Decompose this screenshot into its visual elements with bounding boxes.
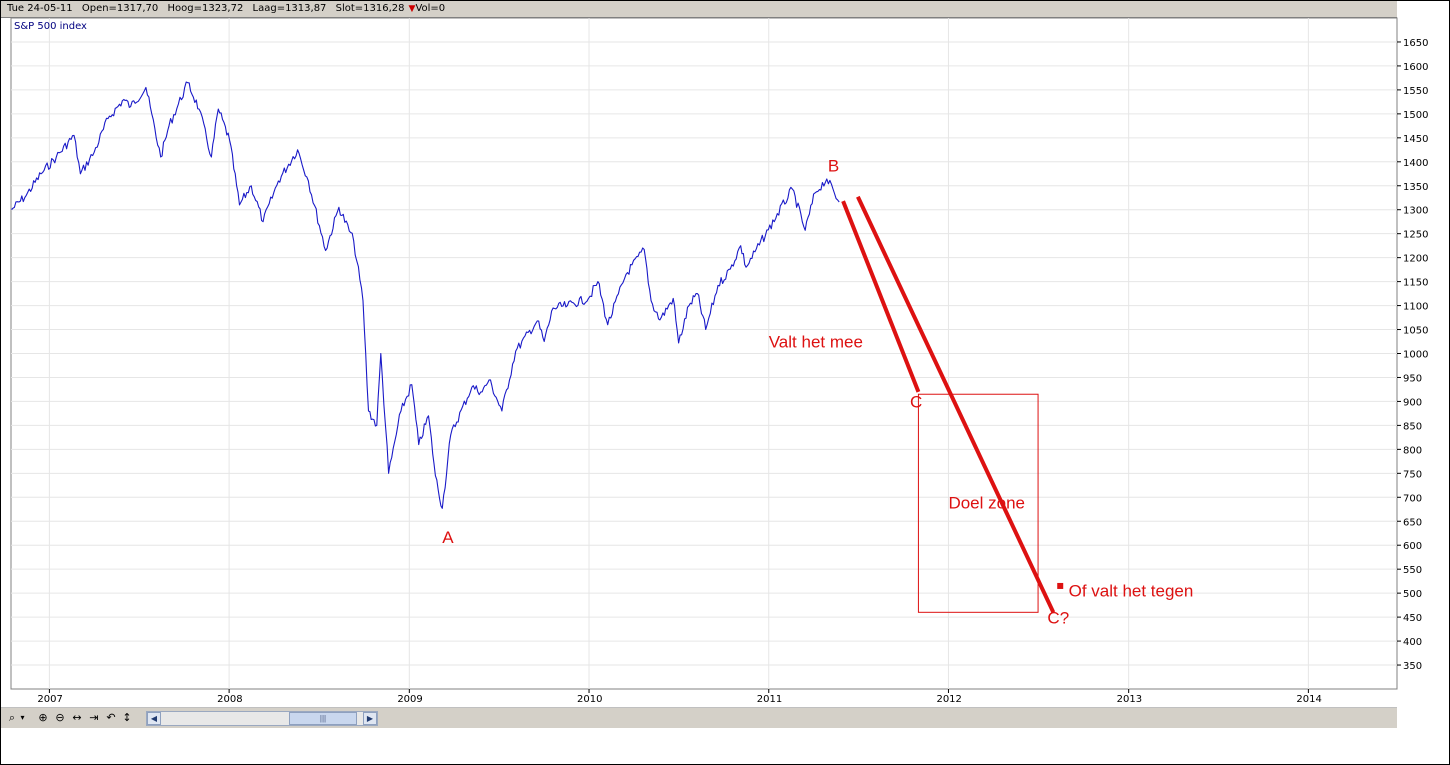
- pan-horizontal-icon[interactable]: ↔: [72, 711, 82, 724]
- dropdown-arrow-icon[interactable]: ▾: [20, 713, 25, 722]
- annotation-label: Of valt het tegen: [1069, 581, 1194, 600]
- y-tick-label: 500: [1403, 589, 1422, 600]
- y-tick-label: 800: [1403, 445, 1422, 456]
- y-tick-label: 1200: [1403, 254, 1428, 265]
- info-volume: Vol=0: [415, 3, 446, 14]
- y-tick-label: 1650: [1403, 38, 1428, 49]
- y-tick-label: 400: [1403, 637, 1422, 648]
- y-tick-label: 1500: [1403, 110, 1428, 121]
- x-tick-label: 2009: [397, 694, 422, 705]
- info-low: Laag=1313,87: [252, 3, 327, 14]
- x-tick-label: 2013: [1117, 694, 1142, 705]
- sp500-price-line: [11, 81, 840, 509]
- info-high: Hoog=1323,72: [167, 3, 244, 14]
- x-tick-label: 2010: [577, 694, 602, 705]
- price-axis-panel: [1398, 1, 1449, 707]
- volume-down-marker-icon: ▼: [408, 4, 416, 14]
- ohlc-info-bar: Tue 24-05-11 Open=1317,70 Hoog=1323,72 L…: [1, 1, 1397, 18]
- chart-title: S&P 500 index: [14, 21, 87, 32]
- chart-svg[interactable]: 350 400 450 500 550 600 650 700 750 800 850 900 950 1…: [1, 1, 1449, 707]
- x-tick-label: 2011: [757, 694, 782, 705]
- y-tick-label: 1000: [1403, 350, 1428, 361]
- marker-point: [1057, 582, 1064, 589]
- y-tick-label: 1250: [1403, 230, 1428, 241]
- scroll-left-button[interactable]: ◀: [147, 712, 161, 725]
- y-tick-label: 900: [1403, 397, 1422, 408]
- x-tick-label: 2008: [217, 694, 242, 705]
- time-scrollbar[interactable]: ◀ ||| ▶: [146, 711, 378, 726]
- annotation-label: C?: [1047, 608, 1069, 627]
- y-tick-label: 450: [1403, 613, 1422, 624]
- y-tick-label: 1450: [1403, 134, 1428, 145]
- y-tick-label: 1050: [1403, 326, 1428, 337]
- scroll-right-button[interactable]: ▶: [363, 712, 377, 725]
- info-open: Open=1317,70: [81, 3, 159, 14]
- annotation-label: Valt het mee: [769, 333, 863, 352]
- status-area: [1, 728, 1449, 764]
- y-tick-label: 1400: [1403, 158, 1428, 169]
- info-close: Slot=1316,28: [335, 3, 405, 14]
- projection-line: [856, 195, 1056, 614]
- projection-line: [841, 200, 921, 393]
- y-tick-label: 1100: [1403, 302, 1428, 313]
- y-tick-label: 1550: [1403, 86, 1428, 97]
- undo-icon[interactable]: ↶: [106, 711, 116, 724]
- go-to-end-icon[interactable]: ⇥: [89, 711, 99, 724]
- target-zone-box: [917, 393, 1039, 613]
- pan-vertical-icon[interactable]: ↕: [122, 711, 132, 724]
- zoom-in-icon[interactable]: ⊕: [38, 711, 48, 724]
- y-tick-label: 600: [1403, 541, 1422, 552]
- x-tick-label: 2014: [1296, 694, 1321, 705]
- annotation-label: A: [442, 528, 454, 547]
- annotation-label: C: [910, 393, 922, 412]
- y-tick-label: 750: [1403, 469, 1422, 480]
- annotation-label: Doel zone: [948, 493, 1025, 512]
- x-tick-label: 2012: [936, 694, 961, 705]
- y-tick-label: 1150: [1403, 278, 1428, 289]
- y-tick-label: 1350: [1403, 182, 1428, 193]
- y-tick-label: 1300: [1403, 206, 1428, 217]
- chart-toolbar: ⌕ ▾ ⊕ ⊖ ↔ ⇥ ↶ ↕ ◀ ||| ▶: [1, 707, 1397, 728]
- x-tick-label: 2007: [37, 694, 62, 705]
- y-tick-label: 1600: [1403, 62, 1428, 73]
- y-tick-label: 550: [1403, 565, 1422, 576]
- zoom-out-icon[interactable]: ⊖: [55, 711, 65, 724]
- y-tick-label: 950: [1403, 373, 1422, 384]
- y-tick-label: 650: [1403, 517, 1422, 528]
- annotation-label: B: [828, 156, 839, 175]
- y-tick-label: 700: [1403, 493, 1422, 504]
- y-tick-label: 850: [1403, 421, 1422, 432]
- info-date: Tue 24-05-11: [7, 3, 73, 14]
- scrollbar-thumb[interactable]: |||: [289, 712, 357, 725]
- y-tick-label: 350: [1403, 661, 1422, 672]
- zoom-menu-icon[interactable]: ⌕: [8, 711, 16, 724]
